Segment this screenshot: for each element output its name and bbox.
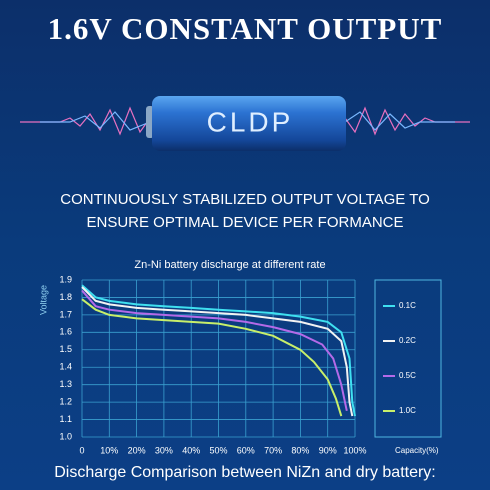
series-line	[81, 289, 348, 412]
x-tick-label: 60%	[237, 445, 255, 455]
sound-wave	[20, 106, 470, 136]
y-tick-label: 1.4	[59, 362, 72, 372]
chart-title: Zn-Ni battery discharge at different rat…	[134, 259, 325, 271]
y-tick-label: 1.6	[59, 327, 72, 337]
x-tick-label: 100%	[343, 445, 366, 455]
y-tick-label: 1.1	[59, 414, 72, 424]
headline: 1.6V CONSTANT OUTPUT	[48, 11, 443, 46]
battery	[152, 96, 346, 151]
y-tick-label: 1.3	[59, 379, 72, 389]
y-tick-label: 1.9	[59, 274, 72, 284]
y-tick-label: 1.7	[59, 309, 72, 319]
x-axis-label: Capacity(%)	[395, 446, 439, 455]
x-tick-label: 30%	[155, 445, 173, 455]
y-tick-label: 1.5	[59, 344, 72, 354]
caption: Discharge Comparison between NiZn and dr…	[54, 464, 436, 481]
subtitle: CONTINUOUSLY STABILIZED OUTPUT VOLTAGE T…	[60, 191, 430, 208]
y-tick-label: 1.0	[59, 431, 72, 441]
y-axis-label: Voltage	[38, 285, 48, 315]
legend-label: 0.2C	[399, 336, 416, 345]
series-line	[81, 298, 343, 417]
x-tick-label: 20%	[128, 445, 146, 455]
x-tick-label: 0	[79, 445, 84, 455]
x-tick-label: 70%	[264, 445, 282, 455]
legend-box	[374, 279, 442, 438]
x-tick-label: 40%	[182, 445, 200, 455]
legend-label: 0.5C	[399, 371, 416, 380]
subtitle: ENSURE OPTIMAL DEVICE PER FORMANCE	[87, 214, 404, 231]
legend-label: 0.1C	[399, 301, 416, 310]
x-tick-label: 80%	[291, 445, 309, 455]
legend-label: 1.0C	[399, 406, 416, 415]
series-line	[81, 284, 356, 417]
y-tick-label: 1.2	[59, 396, 72, 406]
brand: CLDP	[207, 106, 294, 137]
x-tick-label: 90%	[319, 445, 337, 455]
x-tick-label: 50%	[209, 445, 227, 455]
series-line	[81, 286, 354, 417]
y-tick-label: 1.8	[59, 292, 72, 302]
x-tick-label: 10%	[100, 445, 118, 455]
